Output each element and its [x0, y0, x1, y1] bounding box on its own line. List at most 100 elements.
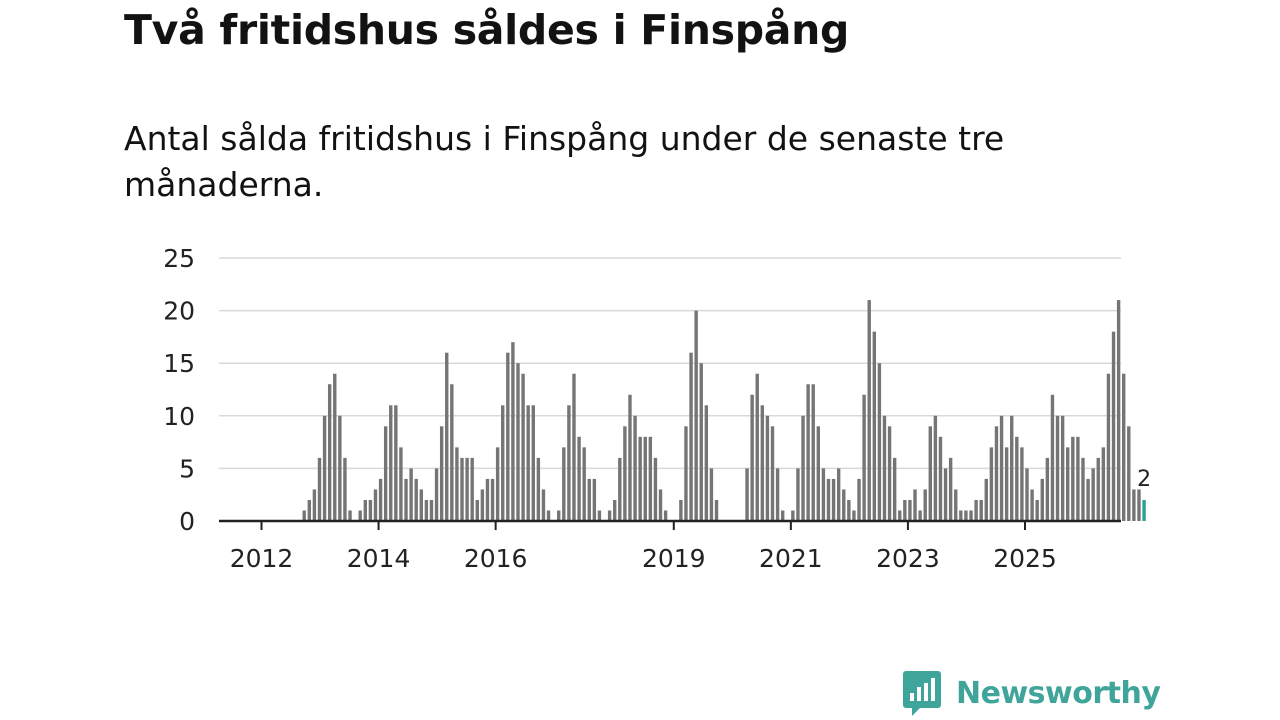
bar	[928, 426, 932, 521]
bar	[312, 489, 317, 521]
bar	[1091, 468, 1095, 521]
chart-title: Två fritidshus såldes i Finspång	[124, 6, 850, 54]
bar	[648, 436, 653, 521]
bar	[984, 478, 988, 521]
y-tick-label: 20	[163, 297, 195, 326]
bar	[567, 405, 571, 521]
gridlines	[219, 257, 1121, 470]
bar	[892, 457, 897, 521]
bar	[1055, 415, 1060, 521]
bar	[923, 489, 927, 521]
bar	[872, 331, 876, 521]
bar-highlight	[1142, 499, 1146, 521]
bar	[994, 426, 999, 521]
bar	[791, 510, 795, 521]
bar	[562, 447, 566, 521]
bar	[852, 510, 856, 521]
bar-chart-speech-bubble-icon	[903, 671, 941, 716]
bar	[964, 510, 968, 521]
bar	[704, 405, 709, 521]
bar	[572, 373, 576, 521]
bar	[913, 489, 917, 521]
bar	[358, 510, 362, 521]
bar	[536, 457, 541, 521]
bar	[1035, 499, 1039, 521]
bar	[1004, 447, 1009, 521]
y-tick-label: 5	[179, 454, 195, 483]
bar	[836, 468, 841, 521]
bar	[857, 478, 861, 521]
bar	[653, 457, 658, 521]
bar	[638, 436, 642, 521]
bar	[1096, 457, 1100, 521]
bar	[546, 510, 551, 521]
bar	[898, 510, 902, 521]
bar	[867, 300, 871, 521]
bar	[877, 363, 882, 521]
bar	[948, 457, 953, 521]
bar	[322, 415, 327, 521]
bar	[974, 499, 978, 521]
bar	[1127, 426, 1131, 521]
bar	[821, 468, 826, 521]
bar	[455, 447, 459, 521]
bar	[327, 384, 332, 521]
bar	[816, 426, 821, 521]
bar	[495, 447, 500, 521]
bar	[475, 499, 479, 521]
bar	[618, 457, 622, 521]
brand-name: Newsworthy	[956, 675, 1161, 711]
bar	[658, 489, 663, 521]
bar	[831, 478, 836, 521]
bar	[470, 457, 474, 521]
bar	[1101, 447, 1106, 521]
bar	[806, 384, 810, 521]
x-tick-label: 2023	[876, 544, 940, 573]
y-tick-label: 25	[163, 244, 195, 273]
bar	[684, 426, 688, 521]
bar	[969, 510, 973, 521]
bar	[445, 352, 449, 521]
bar	[607, 510, 612, 521]
bar	[628, 394, 632, 521]
bar	[338, 415, 342, 521]
bar	[541, 489, 546, 521]
bar	[623, 426, 627, 521]
bar	[826, 478, 831, 521]
bar	[348, 510, 352, 521]
bar	[1081, 457, 1085, 521]
bar	[959, 510, 963, 521]
bar	[592, 478, 597, 521]
bar	[439, 426, 444, 521]
bar	[501, 405, 505, 521]
x-tick-label: 2021	[759, 544, 823, 573]
bar	[506, 352, 510, 521]
bar	[404, 478, 408, 521]
bar	[765, 415, 770, 521]
bar	[1132, 489, 1136, 521]
bar	[1020, 447, 1024, 521]
bar	[1106, 373, 1111, 521]
bar	[490, 478, 495, 521]
bar	[943, 468, 948, 521]
bar	[1122, 373, 1126, 521]
bar	[755, 373, 759, 521]
bar	[770, 426, 775, 521]
y-tick-label: 15	[163, 349, 195, 378]
bar	[1116, 300, 1121, 521]
bar	[557, 510, 561, 521]
bar	[434, 468, 439, 521]
bar	[531, 405, 535, 521]
y-tick-label: 0	[179, 507, 195, 536]
bar	[414, 478, 418, 521]
bar	[333, 373, 337, 521]
bar	[938, 436, 943, 521]
bar	[643, 436, 647, 521]
bar	[979, 499, 983, 521]
bar	[663, 510, 668, 521]
bar	[378, 478, 383, 521]
bar	[882, 415, 887, 521]
bar	[999, 415, 1004, 521]
chart-subtitle: Antal sålda fritidshus i Finspång under …	[124, 119, 1005, 204]
